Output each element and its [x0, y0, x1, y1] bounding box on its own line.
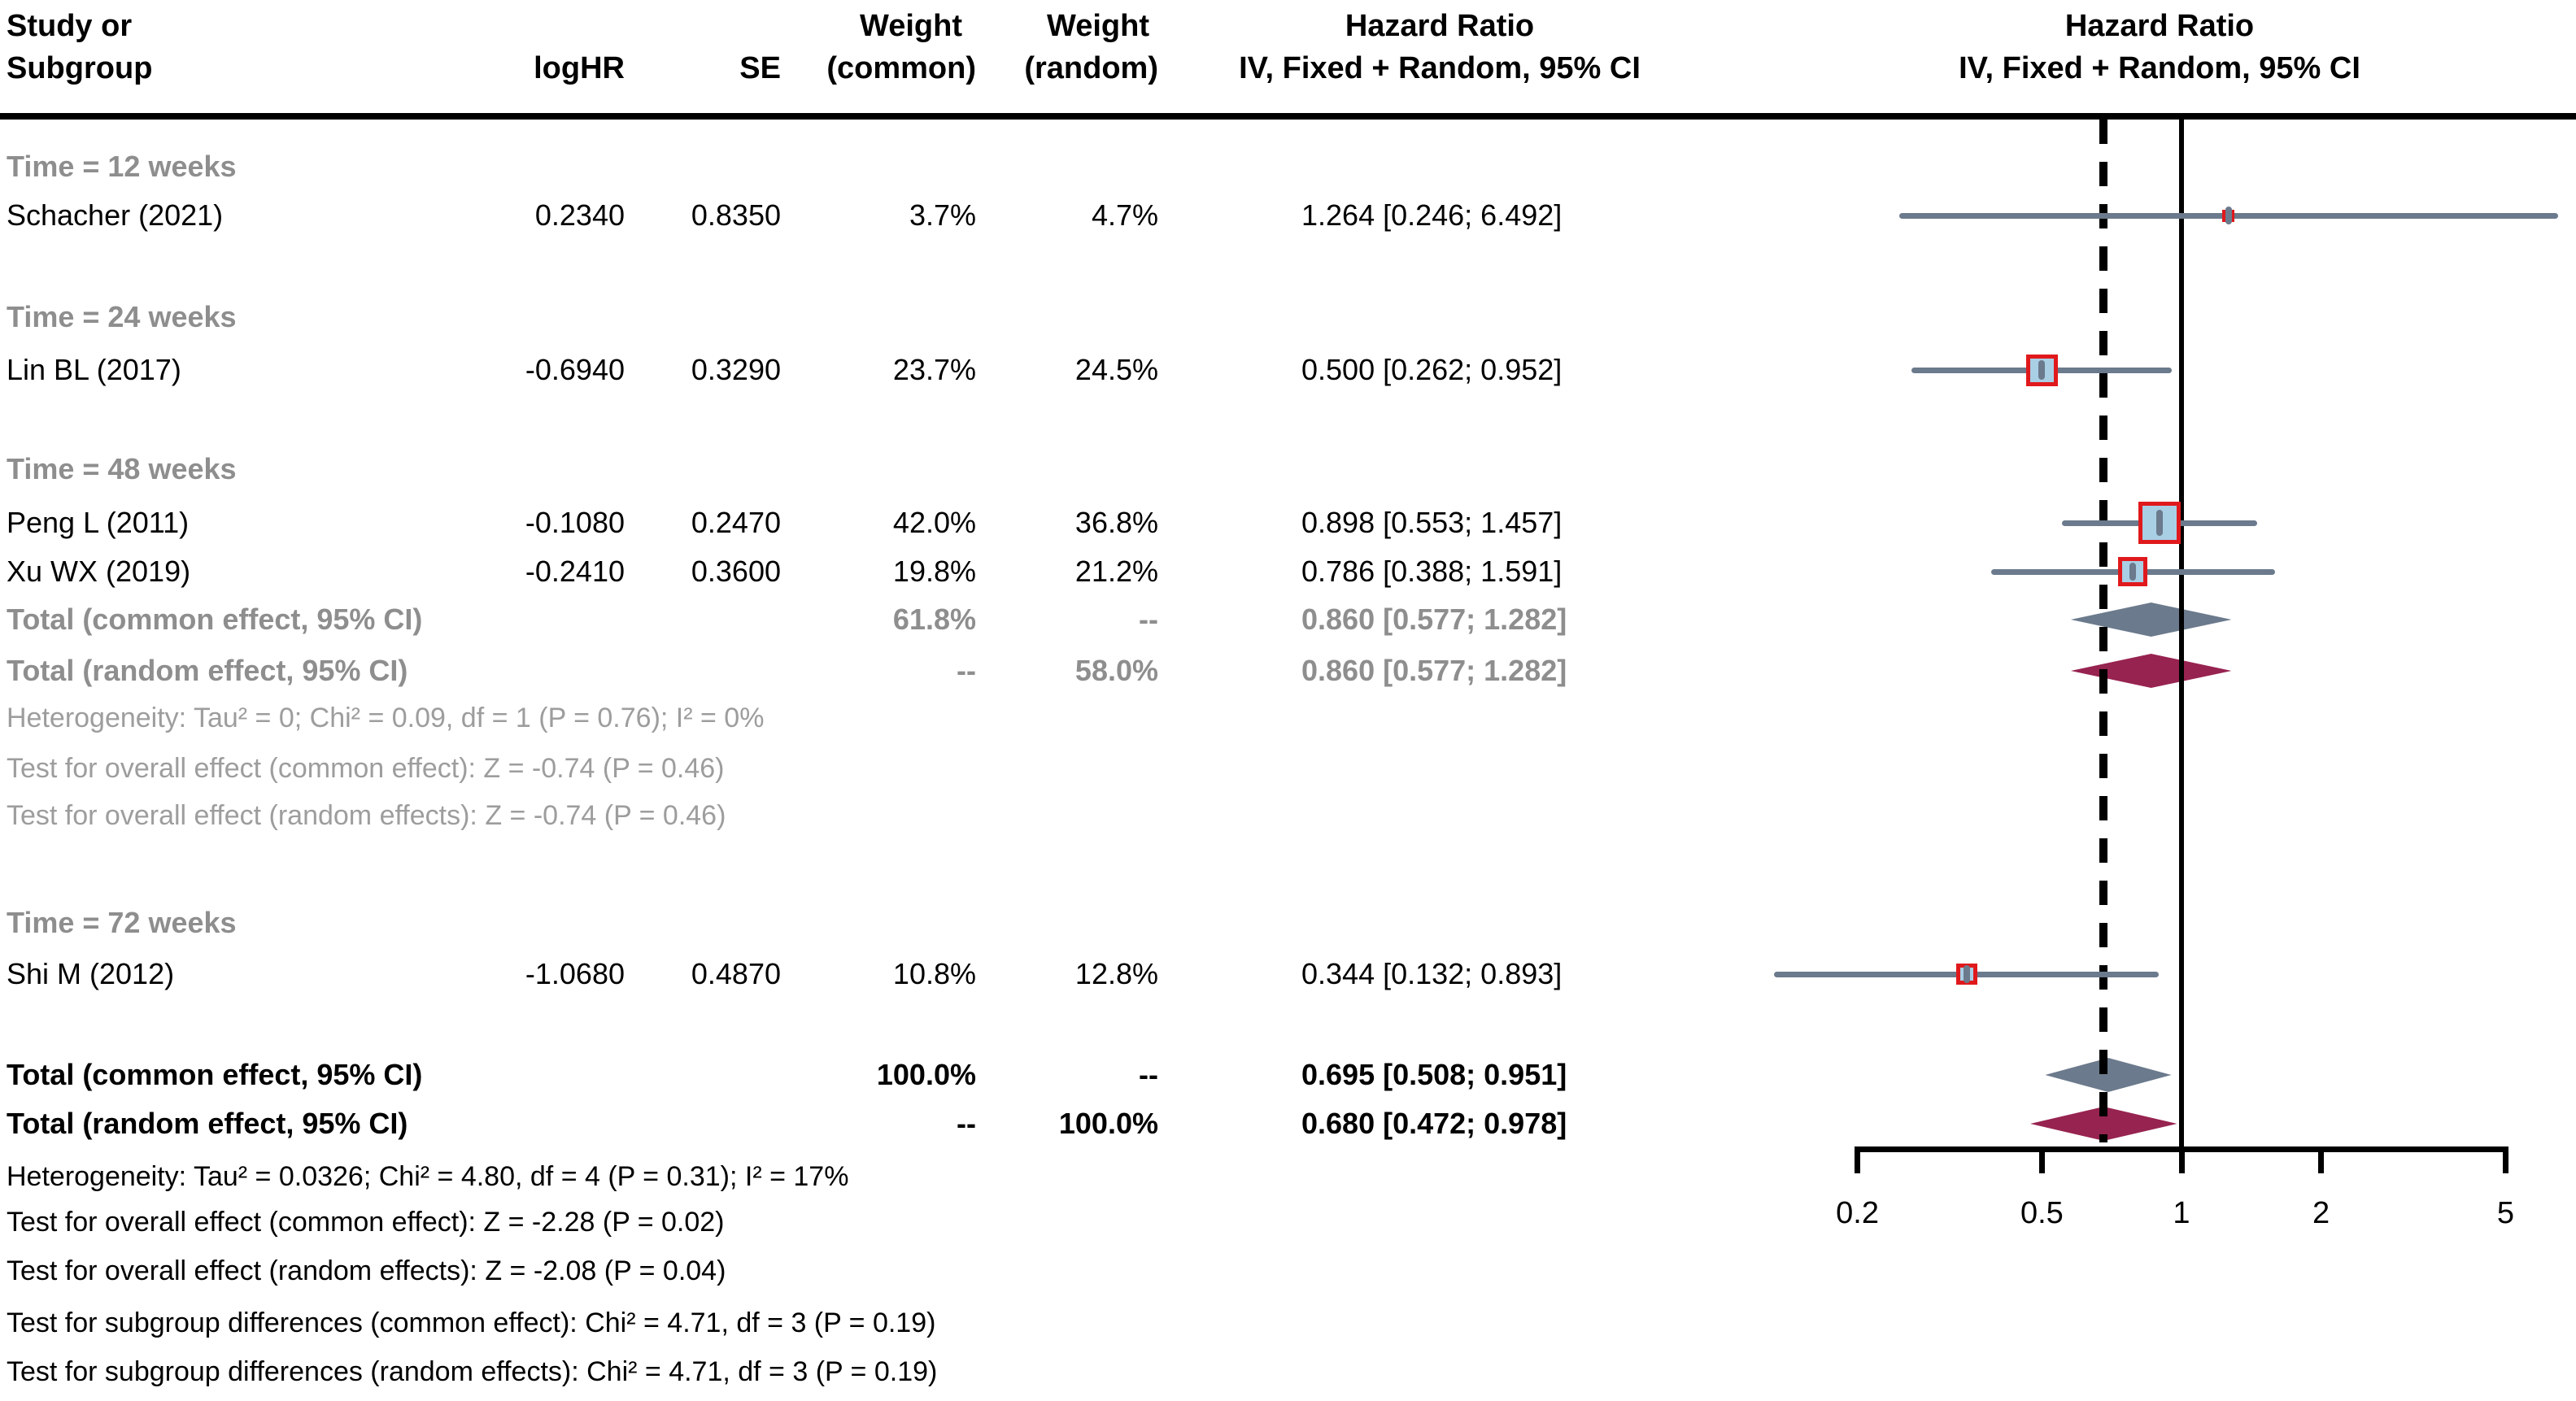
row-xu-w_random: 21.2% — [1074, 555, 1158, 588]
row-t48c-w_random: -- — [1139, 603, 1158, 636]
axis-tick-0.2 — [1855, 1149, 1861, 1173]
row-sg12-label: Time = 12 weeks — [7, 150, 237, 183]
row-peng-hr-ci-value: 0.898 [0.553; 1.457] — [1301, 506, 1563, 539]
row-peng-loghr: -0.1080 — [525, 506, 625, 539]
row-totr-label: Total (random effect, 95% CI) — [7, 1107, 408, 1140]
row-testallr-label: Test for overall effect (random effects)… — [7, 1255, 726, 1286]
row-testsgr-label: Test for subgroup differences (random ef… — [7, 1356, 938, 1387]
row-schacher-w_random: 4.7% — [1091, 198, 1158, 232]
axis-tick-1 — [2178, 1149, 2185, 1173]
row-schacher-hr-ci-value: 1.264 [0.246; 6.492] — [1301, 198, 1563, 232]
estimate-tick-xu — [2129, 563, 2137, 581]
row-schacher-w_common: 3.7% — [909, 198, 976, 232]
row-lin-label: Lin BL (2017) — [7, 353, 181, 386]
row-lin-w_random: 24.5% — [1074, 353, 1158, 386]
row-lin-hr-ci-value: 0.500 [0.262; 0.952] — [1301, 353, 1563, 386]
row-test48r-label: Test for overall effect (random effects)… — [7, 800, 726, 831]
row-xu-label: Xu WX (2019) — [7, 555, 191, 588]
axis-tick-0.5 — [2038, 1149, 2045, 1173]
axis-label-0.5: 0.5 — [2020, 1196, 2064, 1230]
row-shim-loghr: -1.0680 — [525, 957, 625, 990]
header-rule — [0, 113, 2576, 120]
row-t48c-label: Total (common effect, 95% CI) — [7, 603, 423, 636]
row-totr-w_common: -- — [957, 1107, 976, 1140]
row-totc-hr-ci-value: 0.695 [0.508; 0.951] — [1301, 1058, 1567, 1091]
col-header-study-line2: Subgroup — [7, 51, 153, 85]
summary-dashed-line — [2099, 120, 2107, 1142]
row-t48r-w_common: -- — [957, 654, 976, 687]
estimate-tick-schacher — [2225, 207, 2232, 224]
col-header-hr-plot-line2: IV, Fixed + Random, 95% CI — [1959, 51, 2360, 85]
col-header-study-line1: Study or — [7, 9, 133, 43]
estimate-tick-peng — [2156, 510, 2164, 536]
row-peng-label: Peng L (2011) — [7, 506, 190, 539]
row-schacher-label: Schacher (2021) — [7, 198, 224, 232]
row-xu-se: 0.3600 — [691, 555, 781, 588]
row-sg48-label: Time = 48 weeks — [7, 452, 237, 485]
row-sg72-label: Time = 72 weeks — [7, 906, 237, 939]
row-lin-se: 0.3290 — [691, 353, 781, 386]
diamond-t48r — [2070, 654, 2232, 688]
axis-label-2: 2 — [2312, 1196, 2330, 1230]
axis-label-5: 5 — [2496, 1196, 2514, 1230]
row-totc-w_common: 100.0% — [876, 1058, 976, 1091]
axis-label-1: 1 — [2173, 1196, 2190, 1230]
axis-tick-2 — [2318, 1149, 2325, 1173]
row-xu-w_common: 19.8% — [892, 555, 976, 588]
row-t48r-label: Total (random effect, 95% CI) — [7, 654, 408, 687]
row-testsgc-label: Test for subgroup differences (common ef… — [7, 1307, 936, 1338]
row-hetall-label: Heterogeneity: Tau² = 0.0326; Chi² = 4.8… — [7, 1161, 849, 1192]
row-shim-se: 0.4870 — [691, 957, 781, 990]
row-shim-w_common: 10.8% — [892, 957, 976, 990]
col-header-weight-random-line1: Weight — [1047, 9, 1149, 43]
estimate-tick-lin — [2038, 360, 2046, 380]
row-t48c-hr-ci-value: 0.860 [0.577; 1.282] — [1301, 603, 1567, 636]
col-header-weight-random-line2: (random) — [1024, 51, 1158, 85]
row-schacher-loghr: 0.2340 — [534, 198, 625, 232]
row-xu-hr-ci-value: 0.786 [0.388; 1.591] — [1301, 555, 1563, 588]
row-schacher-se: 0.8350 — [691, 198, 781, 232]
row-shim-label: Shi M (2012) — [7, 957, 175, 990]
row-xu-loghr: -0.2410 — [525, 555, 625, 588]
row-totr-w_random: 100.0% — [1058, 1107, 1158, 1140]
col-header-weight-common-line1: Weight — [860, 9, 962, 43]
row-peng-w_common: 42.0% — [892, 506, 976, 539]
row-t48c-w_common: 61.8% — [892, 603, 976, 636]
row-t48r-hr-ci-value: 0.860 [0.577; 1.282] — [1301, 654, 1567, 687]
row-testallc-label: Test for overall effect (common effect):… — [7, 1207, 725, 1238]
col-header-hr-text-line2: IV, Fixed + Random, 95% CI — [1239, 51, 1641, 85]
row-shim-w_random: 12.8% — [1074, 957, 1158, 990]
reference-line-hr1 — [2179, 120, 2184, 1149]
row-het48-label: Heterogeneity: Tau² = 0; Chi² = 0.09, df… — [7, 703, 765, 733]
col-header-loghr: logHR — [534, 51, 625, 85]
axis-label-0.2: 0.2 — [1836, 1196, 1879, 1230]
diamond-totc — [2045, 1058, 2172, 1092]
row-totc-w_random: -- — [1139, 1058, 1158, 1091]
row-sg24-label: Time = 24 weeks — [7, 300, 237, 333]
row-peng-w_random: 36.8% — [1074, 506, 1158, 539]
row-totc-label: Total (common effect, 95% CI) — [7, 1058, 423, 1091]
row-test48c-label: Test for overall effect (common effect):… — [7, 753, 725, 784]
row-totr-hr-ci-value: 0.680 [0.472; 0.978] — [1301, 1107, 1567, 1140]
row-peng-se: 0.2470 — [691, 506, 781, 539]
row-lin-loghr: -0.6940 — [525, 353, 625, 386]
col-header-hr-text-line1: Hazard Ratio — [1345, 9, 1535, 43]
axis-tick-5 — [2502, 1149, 2508, 1173]
col-header-weight-common-line2: (common) — [826, 51, 976, 85]
diamond-t48c — [2070, 603, 2232, 637]
row-shim-hr-ci-value: 0.344 [0.132; 0.893] — [1301, 957, 1563, 990]
estimate-tick-shim — [1963, 965, 1970, 983]
row-lin-w_common: 23.7% — [892, 353, 976, 386]
col-header-hr-plot-line1: Hazard Ratio — [2064, 9, 2255, 43]
col-header-se: SE — [739, 51, 781, 85]
row-t48r-w_random: 58.0% — [1074, 654, 1158, 687]
